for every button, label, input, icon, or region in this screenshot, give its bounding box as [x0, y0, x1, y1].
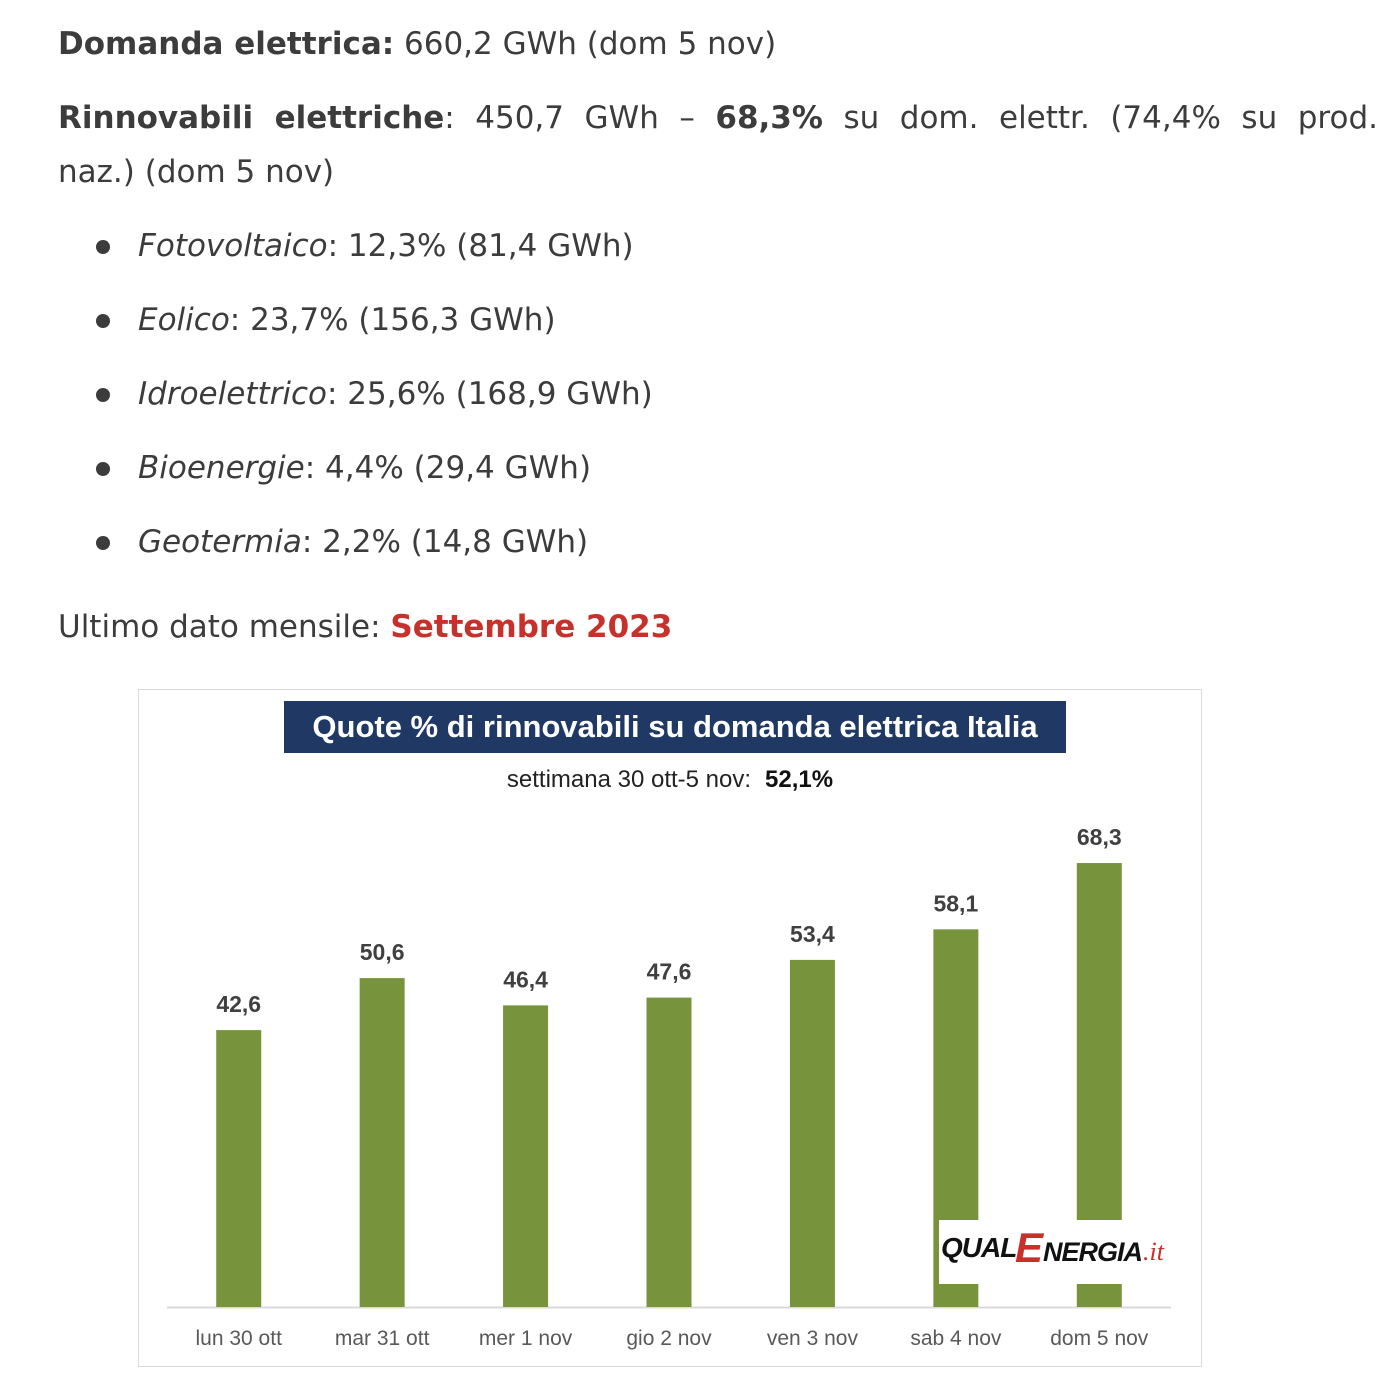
data-label: 47,6 [647, 959, 692, 985]
source-detail: : 25,6% (168,9 GWh) [326, 376, 653, 412]
renewables-value: : 450,7 GWh – [444, 100, 716, 136]
renewables-share: 68,3% [715, 100, 823, 136]
sources-list: Fotovoltaico: 12,3% (81,4 GWh) Eolico: 2… [96, 219, 653, 589]
monthly-label: Ultimo dato mensile: [58, 609, 391, 645]
demand-value: 660,2 GWh (dom 5 nov) [394, 26, 777, 62]
source-name: Idroelettrico [138, 376, 327, 412]
x-tick-label: mer 1 nov [479, 1327, 573, 1350]
x-tick-label: mar 31 ott [335, 1327, 430, 1350]
source-detail: : 23,7% (156,3 GWh) [229, 302, 556, 338]
bullet-icon [96, 536, 110, 550]
source-detail: : 2,2% (14,8 GWh) [301, 524, 589, 560]
x-tick-label: ven 3 nov [767, 1327, 859, 1350]
monthly-paragraph: Ultimo dato mensile: Settembre 2023 [58, 600, 672, 654]
bar [503, 1005, 549, 1307]
bullet-icon [96, 314, 110, 328]
source-name: Geotermia [138, 524, 302, 560]
list-item: Eolico: 23,7% (156,3 GWh) [96, 293, 653, 367]
x-tick-label: lun 30 ott [196, 1327, 283, 1350]
list-item: Idroelettrico: 25,6% (168,9 GWh) [96, 367, 653, 441]
logo-text-it: .it [1143, 1237, 1164, 1266]
demand-label: Domanda elettrica: [58, 26, 395, 62]
bullet-icon [96, 388, 110, 402]
list-item: Geotermia: 2,2% (14,8 GWh) [96, 515, 653, 589]
bar [359, 978, 405, 1307]
logo-text-e: E [1015, 1224, 1044, 1271]
source-name: Eolico [138, 302, 230, 338]
data-label: 50,6 [360, 939, 405, 965]
renewables-label: Rinnovabili elettriche [58, 100, 445, 136]
x-tick-label: dom 5 nov [1050, 1327, 1149, 1350]
data-label: 46,4 [503, 966, 548, 992]
data-label: 53,4 [790, 921, 835, 947]
source-name: Bioenergie [138, 450, 305, 486]
monthly-link[interactable]: Settembre 2023 [390, 609, 673, 645]
chart-image: 42,6 lun 30 ott 50,6 mar 31 ott 46,4 mer 1 no… [138, 689, 1202, 1367]
logo-text-qual: QUAL [941, 1232, 1017, 1263]
qualenergia-logo: QUAL E NERGIA .it [939, 1220, 1183, 1284]
data-label: 58,1 [933, 890, 978, 916]
source-detail: : 12,3% (81,4 GWh) [327, 228, 634, 264]
chart-subtitle-value: 52,1% [765, 766, 834, 793]
bullet-icon [96, 462, 110, 476]
bar-chart: 42,6 lun 30 ott 50,6 mar 31 ott 46,4 mer 1 no… [167, 824, 1171, 1350]
data-label: 68,3 [1077, 824, 1122, 850]
chart-subtitle: settimana 30 ott-5 nov: 52,1% [139, 766, 1201, 794]
data-label: 42,6 [216, 991, 261, 1017]
chart-title: Quote % di rinnovabili su domanda elettr… [284, 701, 1066, 753]
source-name: Fotovoltaico [138, 228, 328, 264]
bar [216, 1030, 262, 1307]
bar [789, 959, 835, 1307]
renewables-rest: su dom. elettr. (74,4% su prod. [822, 100, 1378, 136]
logo-text-nergia: NERGIA [1043, 1237, 1143, 1267]
list-item: Fotovoltaico: 12,3% (81,4 GWh) [96, 219, 653, 293]
x-tick-label: sab 4 nov [910, 1327, 1002, 1350]
bar [646, 997, 692, 1307]
demand-paragraph: Domanda elettrica: 660,2 GWh (dom 5 nov) [58, 17, 776, 71]
renewables-line-1: Rinnovabili elettriche: 450,7 GWh – 68,3… [58, 91, 1378, 145]
bullet-icon [96, 240, 110, 254]
x-tick-label: gio 2 nov [626, 1327, 712, 1350]
source-detail: : 4,4% (29,4 GWh) [304, 450, 592, 486]
chart-subtitle-label: settimana 30 ott-5 nov: [506, 766, 752, 793]
renewables-paragraph: Rinnovabili elettriche: 450,7 GWh – 68,3… [58, 91, 1378, 199]
list-item: Bioenergie: 4,4% (29,4 GWh) [96, 441, 653, 515]
renewables-line-2: naz.) (dom 5 nov) [58, 154, 335, 190]
